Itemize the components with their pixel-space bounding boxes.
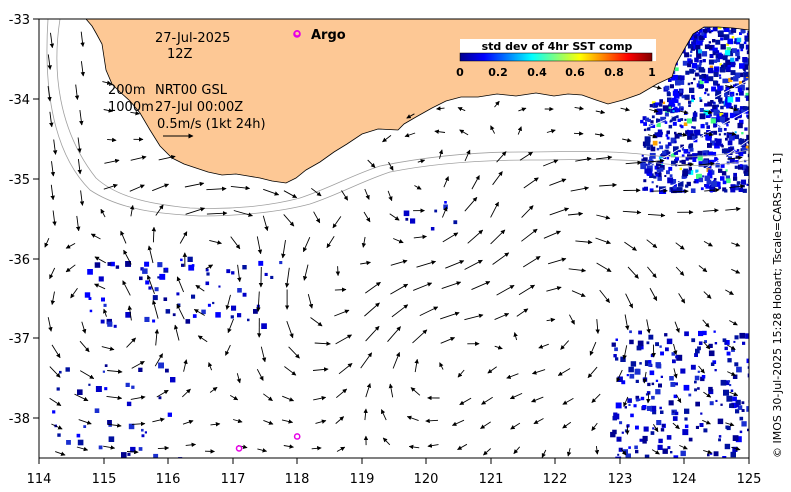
- colorbar-tick: 0: [456, 66, 464, 79]
- colorbar-tick: 0.8: [604, 66, 624, 79]
- depth-1000-label: 1000m: [108, 100, 154, 115]
- y-tick-label: -35: [9, 173, 30, 188]
- y-tick-label: -34: [9, 93, 30, 108]
- x-tick-label: 120: [414, 472, 439, 487]
- info-block: 27-Jul-2025 12Z 200m NRT00 GSL 1000m 27-…: [108, 31, 266, 139]
- colorbar-tick: 1: [648, 66, 656, 79]
- colorbar-tick: 0.2: [488, 66, 508, 79]
- credit-text: © IMOS 30-Jul-2025 15:28 Hobart; Tscale=…: [771, 153, 784, 458]
- depth-200-label: 200m: [108, 83, 145, 98]
- argo-float-marker: [235, 445, 243, 452]
- sst-contours: [639, 79, 749, 191]
- x-tick-label: 125: [737, 472, 762, 487]
- y-axis: -33 -34 -35 -36 -37 -38: [9, 13, 39, 427]
- x-tick-label: 122: [543, 472, 568, 487]
- scale-label: 0.5m/s (1kt 24h): [157, 117, 266, 132]
- time-label: 12Z: [167, 47, 193, 62]
- plot-frame: [38, 18, 750, 459]
- x-tick-label: 118: [285, 472, 310, 487]
- argo-label: Argo: [311, 28, 346, 43]
- contour-200m: [56, 19, 749, 209]
- x-tick-label: 116: [156, 472, 181, 487]
- x-tick-label: 124: [672, 472, 697, 487]
- x-tick-label: 123: [608, 472, 633, 487]
- x-tick-label: 121: [479, 472, 504, 487]
- current-vectors: [44, 31, 745, 458]
- product-label: NRT00 GSL: [155, 83, 228, 98]
- timestamp-label: 27-Jul 00:00Z: [155, 100, 243, 115]
- y-tick-label: -33: [9, 13, 30, 28]
- colorbar-tick: 0.4: [527, 66, 547, 79]
- x-tick-label: 114: [27, 472, 52, 487]
- x-axis: 114 115 116 117 118 119 120 121 122 123 …: [27, 458, 762, 487]
- argo-float-marker: [293, 30, 301, 37]
- date-label: 27-Jul-2025: [155, 31, 230, 46]
- y-tick-label: -38: [9, 412, 30, 427]
- colorbar-tick: 0.6: [565, 66, 585, 79]
- colorbar: std dev of 4hr SST comp 0 0.2 0.4 0.6 0.…: [456, 39, 656, 79]
- y-tick-label: -36: [9, 253, 30, 268]
- colorbar-title: std dev of 4hr SST comp: [482, 40, 633, 53]
- x-tick-label: 117: [221, 472, 246, 487]
- x-tick-label: 115: [92, 472, 117, 487]
- y-tick-label: -37: [9, 332, 30, 347]
- x-tick-label: 119: [350, 472, 375, 487]
- argo-floats: [235, 30, 301, 452]
- argo-float-marker: [293, 433, 301, 440]
- colorbar-gradient: [459, 52, 653, 62]
